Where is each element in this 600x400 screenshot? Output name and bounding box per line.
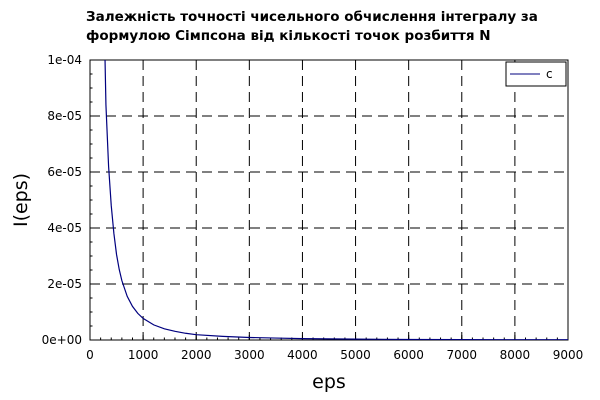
series-layer (104, 60, 568, 340)
x-tick-label: 6000 (393, 348, 424, 362)
x-tick-label: 4000 (287, 348, 318, 362)
plot-frame (89, 59, 569, 341)
x-tick-label: 3000 (234, 348, 265, 362)
x-tick-label: 8000 (500, 348, 531, 362)
tick-labels: 0 1000 2000 3000 4000 5000 6000 7000 8000 9000 0e+… (42, 53, 584, 362)
y-tick-label: 0e+00 (42, 333, 82, 347)
chart-title-line-2: формулою Сімпсона від кількості точок ро… (86, 28, 491, 44)
x-tick-label: 1000 (128, 348, 159, 362)
chart-title: Залежність точності чисельного обчисленн… (86, 8, 586, 46)
y-axis-label: I(eps) (10, 173, 32, 227)
series-line (104, 60, 568, 340)
legend-label: c (546, 67, 553, 81)
chart-title-line-1: Залежність точності чисельного обчисленн… (86, 9, 538, 25)
x-tick-label: 2000 (181, 348, 212, 362)
x-axis-label: eps (312, 371, 346, 393)
y-tick-label: 1e-04 (47, 53, 82, 67)
axis-ticks (89, 59, 569, 341)
x-tick-label: 9000 (553, 348, 584, 362)
grid (90, 60, 568, 340)
y-tick-label: 4e-05 (47, 221, 82, 235)
legend: c (505, 61, 567, 87)
x-tick-label: 0 (86, 348, 94, 362)
y-tick-label: 2e-05 (47, 277, 82, 291)
x-tick-label: 7000 (447, 348, 478, 362)
y-tick-label: 8e-05 (47, 109, 82, 123)
x-tick-label: 5000 (340, 348, 371, 362)
y-tick-label: 6e-05 (47, 165, 82, 179)
